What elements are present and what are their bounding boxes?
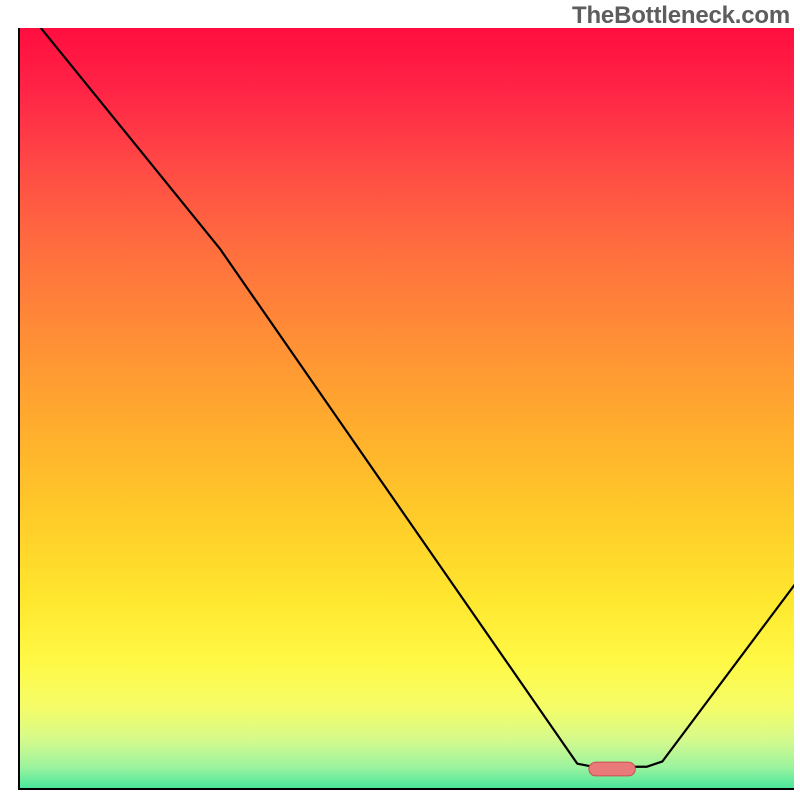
watermark-text: TheBottleneck.com [572, 2, 790, 30]
chart-plot-area [18, 28, 794, 790]
optimal-marker [589, 762, 635, 776]
bottleneck-curve [32, 28, 794, 767]
chart-line-layer [20, 28, 794, 788]
